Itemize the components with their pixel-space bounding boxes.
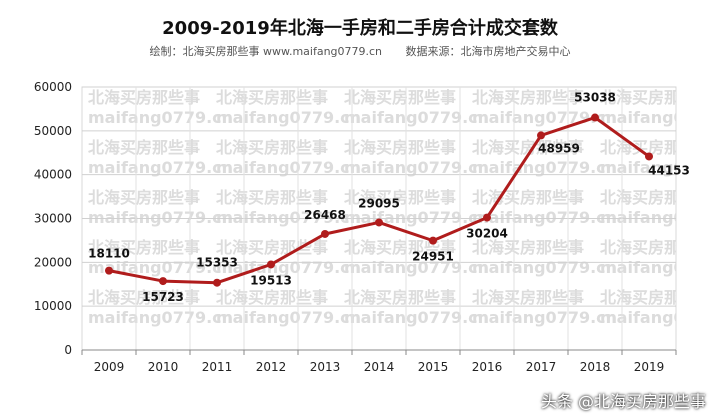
- watermark-text: 北海买房那些事: [216, 138, 328, 157]
- chart-title: 2009-2019年北海一手房和二手房合计成交套数: [162, 18, 558, 39]
- watermark-text: maifang0779.cn: [88, 108, 233, 127]
- watermark-text: maifang0779.cn: [216, 108, 361, 127]
- data-label: 15723: [142, 290, 184, 304]
- watermark-text: maifang0779.cn: [216, 308, 361, 327]
- x-tick-label: 2011: [202, 360, 233, 374]
- watermark-text: 北海买房那些事: [472, 238, 584, 257]
- watermark-text: 北海买房那些事: [216, 288, 328, 307]
- watermark-text: 北海买房那些事: [88, 138, 200, 157]
- watermark-text: maifang0779.cn: [600, 208, 720, 227]
- data-point: [483, 213, 491, 222]
- watermark-text: maifang0779.cn: [216, 208, 361, 227]
- y-tick-label: 10000: [34, 299, 72, 313]
- watermark-text: 北海买房那些事: [88, 288, 200, 307]
- data-label: 44153: [648, 163, 690, 177]
- x-tick-label: 2017: [526, 360, 557, 374]
- chart-subtitle: 绘制：北海买房那些事 www.maifang0779.cn 数据来源：北海市房地…: [0, 43, 720, 59]
- data-point: [645, 152, 653, 161]
- watermark-text: 北海买房那些事: [216, 188, 328, 207]
- data-point: [213, 278, 221, 287]
- data-label: 19513: [250, 273, 292, 287]
- watermark-text: 北海买房那些事: [344, 188, 456, 207]
- watermark-text: maifang0779.cn: [216, 158, 361, 177]
- x-tick-label: 2013: [310, 360, 341, 374]
- data-label: 48959: [538, 141, 580, 155]
- data-point: [591, 113, 599, 122]
- watermark-text: 北海买房那些事: [600, 188, 712, 207]
- watermark-text: 北海买房那些事: [472, 138, 584, 157]
- watermark-text: 北海买房那些事: [344, 88, 456, 107]
- watermark-text: 北海买房那些事: [88, 188, 200, 207]
- data-label: 26468: [304, 208, 346, 222]
- y-tick-label: 0: [64, 343, 72, 357]
- watermark-text: maifang0779.cn: [344, 308, 489, 327]
- watermark-text: maifang0779.cn: [344, 108, 489, 127]
- watermark-text: maifang0779.cn: [600, 158, 720, 177]
- watermark-text: 北海买房那些事: [600, 288, 712, 307]
- source-text: 数据来源：北海市房地产交易中心: [405, 45, 571, 58]
- data-point: [267, 260, 275, 269]
- data-label: 18110: [88, 247, 130, 261]
- watermark-text: 北海买房那些事: [472, 88, 584, 107]
- x-tick-label: 2012: [256, 360, 287, 374]
- watermark-text: maifang0779.cn: [88, 158, 233, 177]
- data-label: 30204: [466, 227, 508, 241]
- y-tick-label: 60000: [34, 80, 72, 94]
- watermark-text: maifang0779.cn: [600, 108, 720, 127]
- watermark-text: 北海买房那些事: [600, 238, 712, 257]
- watermark-text: 北海买房那些事: [600, 138, 712, 157]
- watermark-text: 北海买房那些事: [88, 238, 200, 257]
- watermark-text: 北海买房那些事: [344, 238, 456, 257]
- x-tick-label: 2019: [634, 360, 665, 374]
- data-point: [429, 236, 437, 245]
- footer-credit: 头条 @北海买房那些事: [540, 392, 706, 411]
- data-point: [105, 266, 113, 275]
- watermark-text: maifang0779.cn: [472, 308, 617, 327]
- data-label: 15353: [196, 256, 238, 270]
- watermark-text: 北海买房那些事: [344, 138, 456, 157]
- y-tick-label: 40000: [34, 168, 72, 182]
- y-tick-label: 30000: [34, 212, 72, 226]
- data-label: 53038: [574, 91, 616, 105]
- data-label: 24951: [412, 250, 454, 264]
- data-point: [321, 229, 329, 238]
- watermark-text: 北海买房那些事: [600, 88, 712, 107]
- watermark-text: maifang0779.cn: [88, 208, 233, 227]
- watermark-text: 北海买房那些事: [88, 88, 200, 107]
- watermark-text: 北海买房那些事: [216, 88, 328, 107]
- data-label: 29095: [358, 196, 400, 210]
- watermark-text: 北海买房那些事: [344, 288, 456, 307]
- credit-text: 绘制：北海买房那些事 www.maifang0779.cn: [149, 45, 383, 58]
- data-point: [375, 218, 383, 227]
- watermark-text: 北海买房那些事: [472, 288, 584, 307]
- watermark-text: maifang0779.cn: [600, 308, 720, 327]
- y-tick-label: 50000: [34, 124, 72, 138]
- data-point: [159, 277, 167, 286]
- watermark-text: maifang0779.cn: [600, 258, 720, 277]
- x-tick-label: 2010: [148, 360, 179, 374]
- watermark-text: maifang0779.cn: [88, 308, 233, 327]
- watermark-text: maifang0779.cn: [472, 258, 617, 277]
- watermark-text: maifang0779.cn: [472, 208, 617, 227]
- x-tick-label: 2014: [364, 360, 395, 374]
- y-tick-label: 20000: [34, 255, 72, 269]
- x-tick-label: 2015: [418, 360, 449, 374]
- data-point: [537, 131, 545, 140]
- x-tick-label: 2016: [472, 360, 503, 374]
- watermark-text: 北海买房那些事: [472, 188, 584, 207]
- watermark-text: maifang0779.cn: [472, 158, 617, 177]
- x-tick-label: 2009: [94, 360, 125, 374]
- x-tick-label: 2018: [580, 360, 611, 374]
- watermark-text: maifang0779.cn: [344, 158, 489, 177]
